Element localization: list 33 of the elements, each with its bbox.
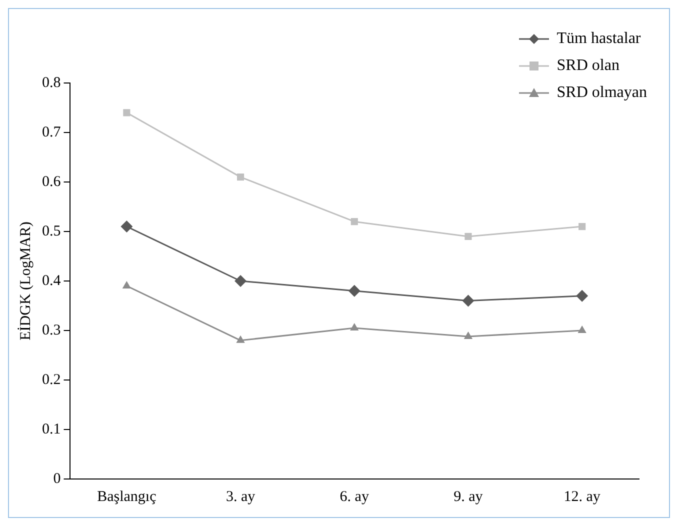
x-tick-label: 6. ay — [340, 488, 370, 505]
x-tick-label: 3. ay — [226, 488, 256, 505]
point — [464, 232, 472, 240]
y-tick-label: 0.8 — [42, 74, 61, 91]
x-tick-label: Başlangıç — [97, 488, 157, 505]
point — [578, 223, 586, 230]
y-tick-label: 0.1 — [42, 421, 61, 438]
point — [234, 275, 247, 287]
y-tick-label: 0.3 — [42, 322, 61, 338]
point — [578, 326, 586, 333]
x-tick-label: 12. ay — [564, 488, 601, 505]
x-tick-label: 9. ay — [454, 488, 484, 505]
legend-label: SRD olan — [556, 56, 620, 74]
y-tick-label: 0 — [53, 470, 61, 487]
point — [462, 294, 474, 307]
point — [236, 174, 244, 181]
y-tick-label: 0.6 — [42, 174, 62, 190]
point — [350, 218, 358, 226]
legend-label: SRD olmayan — [556, 84, 647, 102]
point — [123, 109, 130, 116]
y-axis-title: EİDGK (LogMAR) — [16, 222, 34, 340]
legend-label: Tüm hastalar — [556, 30, 641, 48]
point — [120, 220, 133, 233]
point — [122, 280, 132, 288]
point — [464, 331, 473, 339]
point — [236, 335, 245, 343]
y-tick-label: 0.7 — [42, 124, 62, 140]
point — [576, 290, 588, 302]
point — [350, 323, 359, 331]
y-tick-label: 0.5 — [42, 223, 61, 240]
y-tick-label: 0.2 — [42, 372, 61, 388]
y-tick-label: 0.4 — [42, 272, 62, 289]
point — [348, 284, 360, 297]
